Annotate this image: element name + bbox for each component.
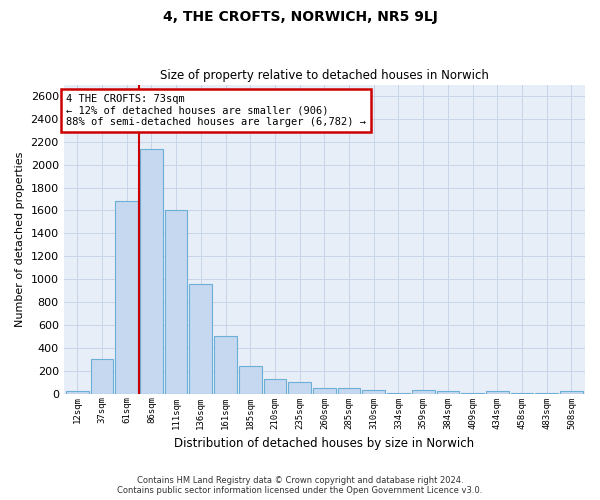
Bar xyxy=(362,390,385,394)
Bar xyxy=(115,202,138,394)
Bar xyxy=(486,392,509,394)
Title: Size of property relative to detached houses in Norwich: Size of property relative to detached ho… xyxy=(160,69,489,82)
Text: 4, THE CROFTS, NORWICH, NR5 9LJ: 4, THE CROFTS, NORWICH, NR5 9LJ xyxy=(163,10,437,24)
Bar xyxy=(461,393,484,394)
Bar xyxy=(412,390,434,394)
Bar xyxy=(91,360,113,394)
Text: Contains HM Land Registry data © Crown copyright and database right 2024.
Contai: Contains HM Land Registry data © Crown c… xyxy=(118,476,482,495)
Bar xyxy=(239,366,262,394)
Bar xyxy=(560,391,583,394)
Bar xyxy=(338,388,361,394)
Bar xyxy=(190,284,212,394)
Bar xyxy=(214,336,237,394)
Y-axis label: Number of detached properties: Number of detached properties xyxy=(15,152,25,327)
Bar xyxy=(387,393,410,394)
Bar xyxy=(66,391,89,394)
Bar xyxy=(288,382,311,394)
Text: 4 THE CROFTS: 73sqm
← 12% of detached houses are smaller (906)
88% of semi-detac: 4 THE CROFTS: 73sqm ← 12% of detached ho… xyxy=(66,94,366,127)
Bar xyxy=(140,148,163,394)
Bar xyxy=(165,210,187,394)
Bar xyxy=(437,392,459,394)
Bar xyxy=(313,388,335,394)
X-axis label: Distribution of detached houses by size in Norwich: Distribution of detached houses by size … xyxy=(174,437,475,450)
Bar xyxy=(263,380,286,394)
Bar xyxy=(535,393,558,394)
Bar xyxy=(511,393,533,394)
